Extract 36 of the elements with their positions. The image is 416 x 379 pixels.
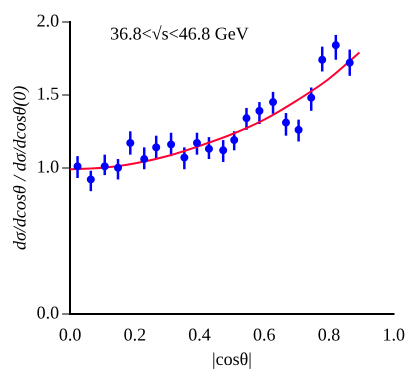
point: [140, 155, 148, 164]
point: [346, 58, 354, 67]
point: [318, 56, 326, 64]
point: [100, 162, 109, 170]
x-tick-label: 1.0: [382, 324, 405, 344]
point: [74, 162, 82, 170]
point: [282, 118, 290, 127]
point: [192, 138, 201, 147]
x-tick-label: 0.2: [124, 324, 146, 344]
point: [126, 138, 134, 147]
annotation: 36.8<√s<46.8 GeV: [110, 24, 249, 44]
point: [219, 146, 228, 154]
y-tick-label: 2.0: [36, 10, 60, 31]
x-axis-title: |cosθ|: [212, 348, 252, 369]
point: [307, 94, 316, 102]
point: [255, 106, 264, 115]
y-axis-title: dσ/dcosθ / dσ/dcosθ(0): [10, 86, 30, 250]
point: [152, 143, 160, 152]
point: [86, 175, 95, 184]
y-tick-label: 0.0: [36, 302, 60, 323]
point: [230, 136, 238, 144]
x-tick-label: 0.8: [318, 324, 340, 344]
point: [180, 154, 188, 162]
x-tick-label: 0.4: [188, 324, 211, 344]
point: [242, 114, 250, 122]
point: [167, 140, 176, 148]
point: [114, 164, 122, 172]
line-series: [70, 51, 360, 170]
point: [332, 41, 340, 50]
point: [294, 126, 303, 134]
y-tick-label: 1.5: [36, 84, 60, 104]
x-tick-label: 0.6: [253, 324, 276, 344]
point: [269, 98, 278, 106]
x-tick-label: 0.0: [58, 324, 82, 344]
y-tick-label: 1.0: [36, 156, 60, 177]
point: [204, 144, 213, 153]
